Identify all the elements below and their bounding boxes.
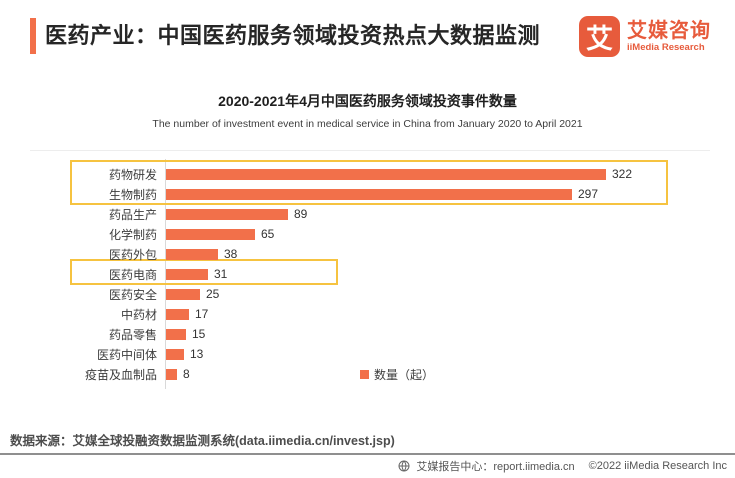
- imedia-logo: 艾 艾媒咨询 iiMedia Research: [579, 16, 711, 57]
- category-label: 生物制药: [108, 187, 157, 202]
- chart-subtitle: The number of investment event in medica…: [152, 118, 583, 130]
- bar-area: 17: [165, 304, 710, 324]
- bar: [166, 248, 218, 260]
- bar-area: 65: [165, 224, 710, 244]
- bar: [166, 288, 200, 300]
- header-title-group: 医药产业：中国医药服务领域投资热点大数据监测: [30, 16, 540, 56]
- category-label: 药品零售: [108, 327, 157, 342]
- chart-section: 2020-2021年4月中国医药服务领域投资事件数量 The number of…: [0, 91, 735, 395]
- chart-title: 2020-2021年4月中国医药服务领域投资事件数量: [218, 93, 517, 109]
- category-label: 化学制药: [108, 227, 157, 242]
- bar: [166, 268, 208, 280]
- chart-row: 化学制药 65: [30, 224, 710, 244]
- value-label: 13: [190, 347, 204, 361]
- chart-row: 中药材 17: [30, 304, 710, 324]
- bar-area: 297: [165, 184, 710, 204]
- logo-mark-char: 艾: [586, 24, 613, 54]
- imedia-logo-icon: 艾: [579, 16, 620, 57]
- chart-row: 药物研发 322: [30, 164, 710, 184]
- value-label: 8: [183, 367, 190, 381]
- bar-area: 15: [165, 324, 710, 344]
- value-label: 15: [192, 327, 206, 341]
- chart-row: 医药安全 25: [30, 284, 710, 304]
- page-title: 医药产业：中国医药服务领域投资热点大数据监测: [45, 23, 541, 48]
- chart-row: 医药外包 38: [30, 244, 710, 264]
- bar: [166, 188, 572, 200]
- copyright-text: ©2022 iiMedia Research Inc: [588, 460, 727, 472]
- value-label: 65: [261, 227, 275, 241]
- highlight-box-top-categories: [70, 160, 668, 205]
- bar: [166, 308, 189, 320]
- chart-row: 医药电商 31: [30, 264, 710, 284]
- category-label: 医药电商: [108, 267, 157, 282]
- bar: [166, 208, 288, 220]
- bar-area: 25: [165, 284, 710, 304]
- highlight-box-ecommerce: [70, 259, 338, 285]
- chart-row: 药品生产 89: [30, 204, 710, 224]
- value-label: 297: [578, 187, 599, 201]
- value-label: 89: [294, 207, 308, 221]
- logo-name-cn: 艾媒咨询: [627, 19, 711, 42]
- category-label: 医药安全: [108, 287, 157, 302]
- category-label: 药品生产: [108, 207, 157, 222]
- chart-row: 药品零售 15: [30, 324, 710, 344]
- category-label: 中药材: [120, 307, 157, 322]
- bar-area: 38: [165, 244, 710, 264]
- chart-row: 医药中间体 13: [30, 344, 710, 364]
- value-label: 31: [214, 267, 228, 281]
- legend-label: 数量（起）: [374, 368, 435, 382]
- globe-icon: [398, 460, 410, 472]
- accent-bar: [30, 18, 36, 54]
- page-header: 医药产业：中国医药服务领域投资热点大数据监测 艾 艾媒咨询 iiMedia Re…: [0, 0, 735, 57]
- bar: [166, 328, 186, 340]
- bar: [166, 228, 255, 240]
- category-label: 医药外包: [108, 247, 157, 262]
- category-label: 药物研发: [108, 167, 157, 182]
- category-label: 疫苗及血制品: [84, 367, 157, 382]
- report-center-text: 艾媒报告中心：report.iimedia.cn: [416, 461, 575, 473]
- data-source-note: 数据来源：艾媒全球投融资数据监测系统(data.iimedia.cn/inves…: [10, 434, 395, 448]
- value-label: 38: [224, 247, 238, 261]
- bar: [166, 168, 606, 180]
- value-label: 322: [612, 167, 633, 181]
- bar-area: 31: [165, 264, 710, 284]
- bar: [166, 368, 177, 380]
- chart-legend: 数量（起）: [360, 366, 434, 383]
- category-label: 医药中间体: [96, 347, 157, 362]
- bar-chart: 药物研发 322 生物制药 297 药品生产 89 化学制药 65 医药外包 38 医药电商 31 医药…: [30, 150, 710, 395]
- value-label: 25: [206, 287, 220, 301]
- value-label: 17: [195, 307, 209, 321]
- bar: [166, 348, 184, 360]
- bar-area: 322: [165, 164, 710, 184]
- bar-area: 89: [165, 204, 710, 224]
- chart-row: 生物制药 297: [30, 184, 710, 204]
- chart-row: 疫苗及血制品 8: [30, 364, 710, 384]
- legend-swatch-icon: [360, 370, 369, 379]
- bar-area: 8: [165, 364, 710, 384]
- y-axis-line: [165, 159, 166, 389]
- logo-name-en: iiMedia Research: [627, 41, 705, 53]
- bottom-bar: 艾媒报告中心：report.iimedia.cn ©2022 iiMedia R…: [0, 453, 735, 478]
- bar-area: 13: [165, 344, 710, 364]
- logo-text: 艾媒咨询 iiMedia Research: [627, 20, 711, 54]
